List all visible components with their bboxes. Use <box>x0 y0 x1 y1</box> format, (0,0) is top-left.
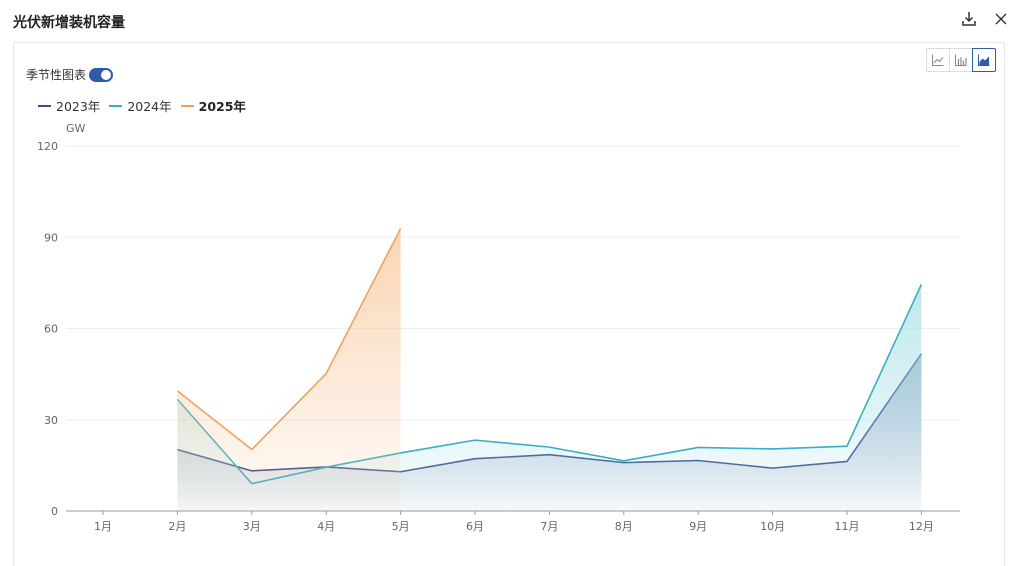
series-area-3 <box>177 228 401 511</box>
legend-swatch <box>109 104 123 107</box>
y-tick-label: 30 <box>44 414 58 427</box>
seasonal-label: 季节性图表 <box>26 68 87 82</box>
legend-swatch <box>38 104 51 107</box>
x-tick-label: 8月 <box>615 520 633 533</box>
x-tick-label: 12月 <box>909 520 934 533</box>
x-tick-label: 7月 <box>540 520 558 533</box>
line-chart-button[interactable] <box>926 48 950 72</box>
bar-chart-button[interactable] <box>949 48 973 72</box>
close-icon <box>995 13 1007 25</box>
chart-type-switch <box>926 48 996 72</box>
area-chart-button[interactable] <box>972 48 996 72</box>
legend-item-1[interactable]: 2023年 <box>38 96 100 115</box>
legend-label: 2024年 <box>127 99 172 114</box>
x-tick-label: 4月 <box>317 520 335 533</box>
chart-legend: 2023年 2024年 2025年 <box>38 96 255 115</box>
download-button[interactable] <box>959 9 979 29</box>
line-chart-icon <box>932 54 944 66</box>
x-tick-label: 3月 <box>243 520 261 533</box>
x-tick-label: 6月 <box>466 520 484 533</box>
dialog-header: 光伏新增装机容量 <box>0 0 1024 42</box>
x-tick-label: 10月 <box>760 520 785 533</box>
x-tick-label: 9月 <box>689 520 707 533</box>
page-title: 光伏新增装机容量 <box>13 15 125 31</box>
y-axis-label: GW <box>66 122 86 135</box>
series-area-2 <box>177 284 922 511</box>
x-tick-label: 11月 <box>835 520 860 533</box>
y-tick-label: 120 <box>37 140 58 153</box>
area-chart-icon <box>978 54 990 66</box>
x-tick-label: 1月 <box>94 520 112 533</box>
y-tick-label: 90 <box>44 231 58 244</box>
legend-label: 2025年 <box>198 99 246 114</box>
legend-label: 2023年 <box>56 99 101 114</box>
close-button[interactable] <box>991 9 1011 29</box>
download-icon <box>962 12 976 26</box>
x-tick-label: 5月 <box>392 520 410 533</box>
x-tick-label: 2月 <box>168 520 186 533</box>
bar-chart-icon <box>955 54 967 66</box>
legend-swatch <box>180 104 194 107</box>
series-line-3 <box>176 228 402 451</box>
seasonal-toggle[interactable] <box>89 67 114 82</box>
y-tick-label: 60 <box>44 323 58 336</box>
seasonal-toggle-row: 季节性图表 <box>26 66 114 83</box>
legend-item-3[interactable]: 2025年 <box>180 96 246 115</box>
legend-item-2[interactable]: 2024年 <box>109 96 172 115</box>
y-tick-label: 0 <box>51 505 58 518</box>
